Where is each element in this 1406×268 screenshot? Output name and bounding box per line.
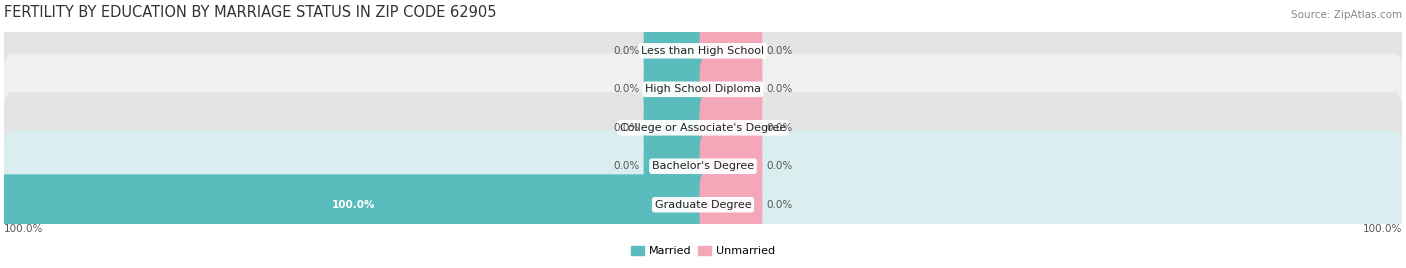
Text: 100.0%: 100.0%	[1362, 224, 1402, 234]
FancyBboxPatch shape	[644, 97, 706, 158]
FancyBboxPatch shape	[0, 92, 1406, 240]
Text: 0.0%: 0.0%	[766, 200, 792, 210]
Text: 100.0%: 100.0%	[332, 200, 375, 210]
Text: 100.0%: 100.0%	[4, 224, 44, 234]
Text: 0.0%: 0.0%	[614, 84, 640, 94]
Text: 0.0%: 0.0%	[766, 161, 792, 171]
Text: College or Associate's Degree: College or Associate's Degree	[620, 123, 786, 133]
Text: 0.0%: 0.0%	[766, 123, 792, 133]
Text: Less than High School: Less than High School	[641, 46, 765, 56]
Legend: Married, Unmarried: Married, Unmarried	[627, 241, 779, 261]
FancyBboxPatch shape	[700, 136, 762, 197]
Text: FERTILITY BY EDUCATION BY MARRIAGE STATUS IN ZIP CODE 62905: FERTILITY BY EDUCATION BY MARRIAGE STATU…	[4, 5, 496, 20]
FancyBboxPatch shape	[700, 59, 762, 120]
Text: 0.0%: 0.0%	[614, 123, 640, 133]
Text: 0.0%: 0.0%	[614, 46, 640, 56]
Text: Bachelor's Degree: Bachelor's Degree	[652, 161, 754, 171]
FancyBboxPatch shape	[0, 174, 706, 235]
Text: 0.0%: 0.0%	[766, 84, 792, 94]
FancyBboxPatch shape	[0, 0, 1406, 125]
FancyBboxPatch shape	[644, 59, 706, 120]
FancyBboxPatch shape	[0, 15, 1406, 163]
FancyBboxPatch shape	[700, 174, 762, 235]
Text: Graduate Degree: Graduate Degree	[655, 200, 751, 210]
FancyBboxPatch shape	[700, 97, 762, 158]
FancyBboxPatch shape	[644, 20, 706, 81]
FancyBboxPatch shape	[644, 136, 706, 197]
FancyBboxPatch shape	[0, 54, 1406, 202]
Text: Source: ZipAtlas.com: Source: ZipAtlas.com	[1291, 10, 1402, 20]
Text: High School Diploma: High School Diploma	[645, 84, 761, 94]
Text: 0.0%: 0.0%	[614, 161, 640, 171]
FancyBboxPatch shape	[700, 20, 762, 81]
Text: 0.0%: 0.0%	[766, 46, 792, 56]
FancyBboxPatch shape	[0, 131, 1406, 268]
